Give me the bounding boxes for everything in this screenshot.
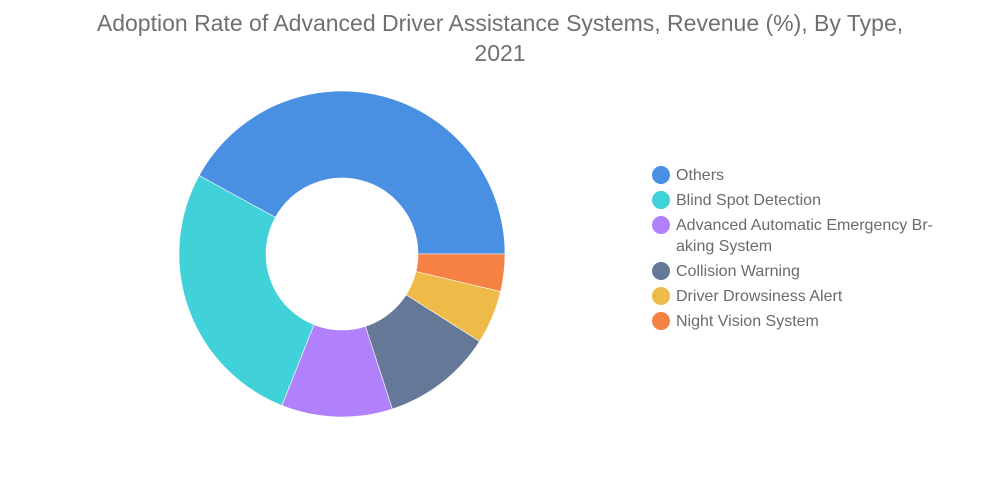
- legend-item: Advanced Automatic Emergency Br-aking Sy…: [652, 215, 972, 257]
- donut-slice-night-vision-system: [415, 253, 506, 292]
- legend-label: Advanced Automatic Emergency Br-aking Sy…: [676, 217, 934, 255]
- legend-label: Others: [676, 167, 725, 184]
- legend-item: Night Vision System: [652, 311, 972, 332]
- chart-title-line-1: Adoption Rate of Advanced Driver Assista…: [96, 10, 904, 36]
- donut-slice-blind-spot-detection: [178, 175, 315, 406]
- legend-item: Others: [652, 165, 972, 186]
- legend-swatch: [652, 216, 670, 234]
- chart-title-line-2: 2021: [474, 40, 526, 66]
- legend-swatch: [652, 191, 670, 209]
- legend-label: Night Vision System: [676, 313, 819, 330]
- legend-item: Collision Warning: [652, 261, 972, 282]
- legend-label: Driver Drowsiness Alert: [676, 288, 843, 305]
- legend-label: Blind Spot Detection: [676, 192, 821, 209]
- legend-label: Collision Warning: [676, 263, 800, 280]
- legend: Others Blind Spot Detection Advanced Autom…: [652, 165, 972, 336]
- legend-swatch: [652, 312, 670, 330]
- donut-slice-others: [198, 90, 506, 255]
- legend-swatch: [652, 166, 670, 184]
- legend-swatch: [652, 287, 670, 305]
- legend-item: Driver Drowsiness Alert: [652, 286, 972, 307]
- legend-item: Blind Spot Detection: [652, 190, 972, 211]
- donut-slices: [178, 90, 506, 418]
- chart-title: Adoption Rate of Advanced Driver Assista…: [0, 8, 1000, 68]
- legend-swatch: [652, 262, 670, 280]
